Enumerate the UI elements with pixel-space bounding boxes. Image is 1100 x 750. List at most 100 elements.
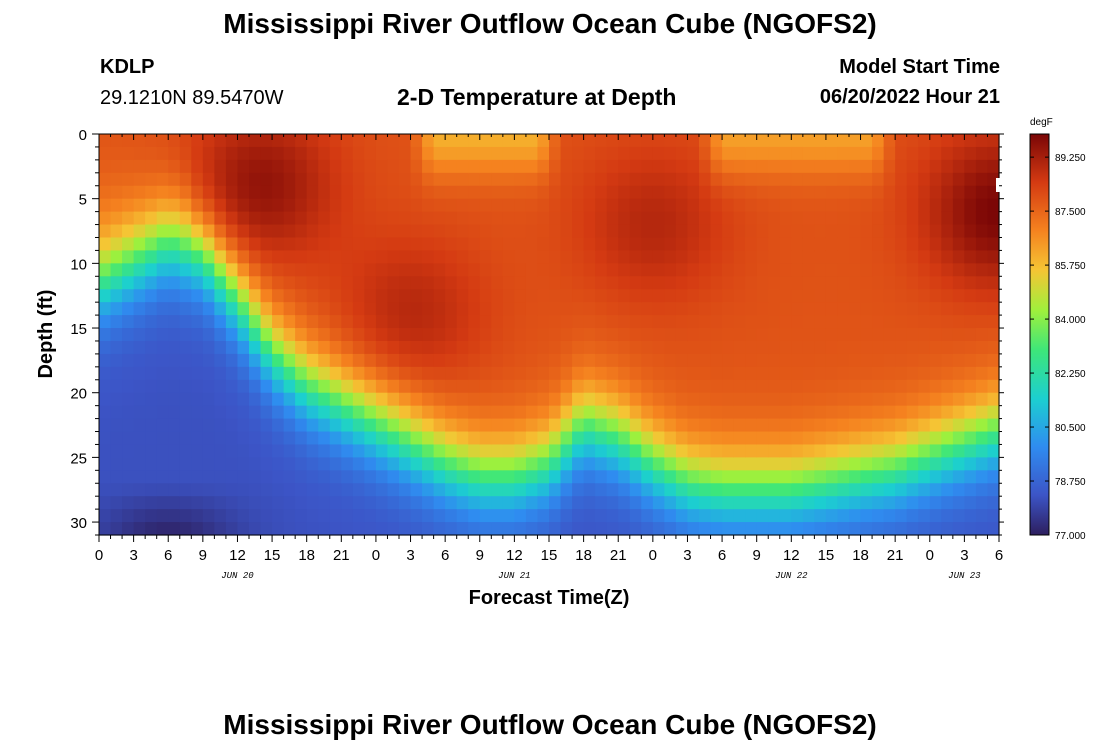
heatmap-cell <box>191 276 204 290</box>
heatmap-cell <box>664 340 677 355</box>
heatmap-cell <box>399 328 412 342</box>
heatmap-cell <box>491 289 504 303</box>
heatmap-cell <box>549 172 562 187</box>
heatmap-cell <box>710 379 723 394</box>
heatmap-cell <box>733 185 746 200</box>
heatmap-cell <box>537 444 550 458</box>
heatmap-cell <box>318 405 331 420</box>
heatmap-cell <box>375 250 389 264</box>
heatmap-cell <box>987 289 1000 303</box>
heatmap-cell <box>802 276 815 290</box>
heatmap-cell <box>768 366 781 381</box>
heatmap-cell <box>952 483 965 497</box>
heatmap-cell <box>202 431 215 446</box>
heatmap-cell <box>572 211 585 226</box>
heatmap-cell <box>860 366 873 381</box>
heatmap-cell <box>479 328 492 342</box>
heatmap-cell <box>964 509 977 523</box>
heatmap-cell <box>791 496 804 510</box>
heatmap-cell <box>710 496 723 510</box>
heatmap-cell <box>710 224 723 239</box>
heatmap-cell <box>156 444 169 458</box>
heatmap-cell <box>225 302 239 316</box>
heatmap-cell <box>306 418 319 433</box>
heatmap-cell <box>364 224 377 239</box>
heatmap-cell <box>860 237 873 252</box>
heatmap-cell <box>975 276 989 290</box>
heatmap-cell <box>422 496 435 510</box>
heatmap-cell <box>110 315 123 329</box>
heatmap-cell <box>895 379 908 394</box>
heatmap-cell <box>145 340 158 355</box>
x-tick-label: 15 <box>541 547 558 564</box>
heatmap-cell <box>791 405 804 420</box>
heatmap-cell <box>779 172 792 187</box>
heatmap-cell <box>733 328 746 342</box>
heatmap-cell <box>779 134 792 148</box>
x-tick-label: 15 <box>264 547 281 564</box>
heatmap-cell <box>422 418 435 433</box>
heatmap-cell <box>883 146 896 161</box>
heatmap-cell <box>606 379 619 394</box>
heatmap-cell <box>895 250 908 264</box>
heatmap-cell <box>572 250 585 264</box>
heatmap-cell <box>664 224 677 239</box>
heatmap-cell <box>791 146 804 161</box>
heatmap-cell <box>110 250 123 264</box>
heatmap-cell <box>456 483 469 497</box>
heatmap-cell <box>468 392 481 407</box>
heatmap-cell <box>756 302 769 316</box>
heatmap-cell <box>941 328 954 342</box>
heatmap-cell <box>422 237 435 252</box>
heatmap-cell <box>652 496 665 510</box>
heatmap-cell <box>849 146 862 161</box>
heatmap-cell <box>837 185 850 200</box>
heatmap-cell <box>952 185 965 200</box>
heatmap-cell <box>618 470 631 484</box>
heatmap-cell <box>975 328 989 342</box>
heatmap-cell <box>468 185 481 200</box>
heatmap-cell <box>699 211 712 226</box>
heatmap-cell <box>849 444 862 458</box>
heatmap-cell <box>260 250 273 264</box>
heatmap-cell <box>410 315 423 329</box>
heatmap-cell <box>837 276 850 290</box>
heatmap-cell <box>168 263 181 277</box>
heatmap-cell <box>260 431 273 446</box>
heatmap-cell <box>156 328 169 342</box>
heatmap-cell <box>318 418 331 433</box>
heatmap-cell <box>652 315 665 329</box>
heatmap-cell <box>849 353 862 368</box>
heatmap-cell <box>768 470 781 484</box>
heatmap-cell <box>618 457 631 471</box>
heatmap-cell <box>572 483 585 497</box>
heatmap-cell <box>329 431 342 446</box>
heatmap-cell <box>433 418 446 433</box>
heatmap-cell <box>860 250 873 264</box>
heatmap-cell <box>941 250 954 264</box>
heatmap-cell <box>699 509 712 523</box>
heatmap-cell <box>352 276 365 290</box>
heatmap-cell <box>133 185 146 200</box>
heatmap-cell <box>837 250 850 264</box>
heatmap-cell <box>99 379 112 394</box>
heatmap-cell <box>272 172 285 187</box>
colorbar-ticks: 89.25087.50085.75084.00082.25080.50078.7… <box>1030 153 1086 542</box>
heatmap-cell <box>237 392 250 407</box>
y-tick-label: 10 <box>70 256 87 273</box>
heatmap-cell <box>214 431 227 446</box>
heatmap-cell <box>214 302 227 316</box>
heatmap-cell <box>110 366 123 381</box>
heatmap-cell <box>422 172 435 187</box>
heatmap-cell <box>629 444 642 458</box>
heatmap-cell <box>918 392 931 407</box>
heatmap-cell <box>179 211 192 226</box>
heatmap-cell <box>249 366 262 381</box>
heatmap-cell <box>433 134 446 148</box>
heatmap-cell <box>375 159 389 174</box>
heatmap-cell <box>145 418 158 433</box>
heatmap-cell <box>318 444 331 458</box>
heatmap-cell <box>537 328 550 342</box>
heatmap-cell <box>375 392 389 407</box>
heatmap-cell <box>895 198 908 213</box>
